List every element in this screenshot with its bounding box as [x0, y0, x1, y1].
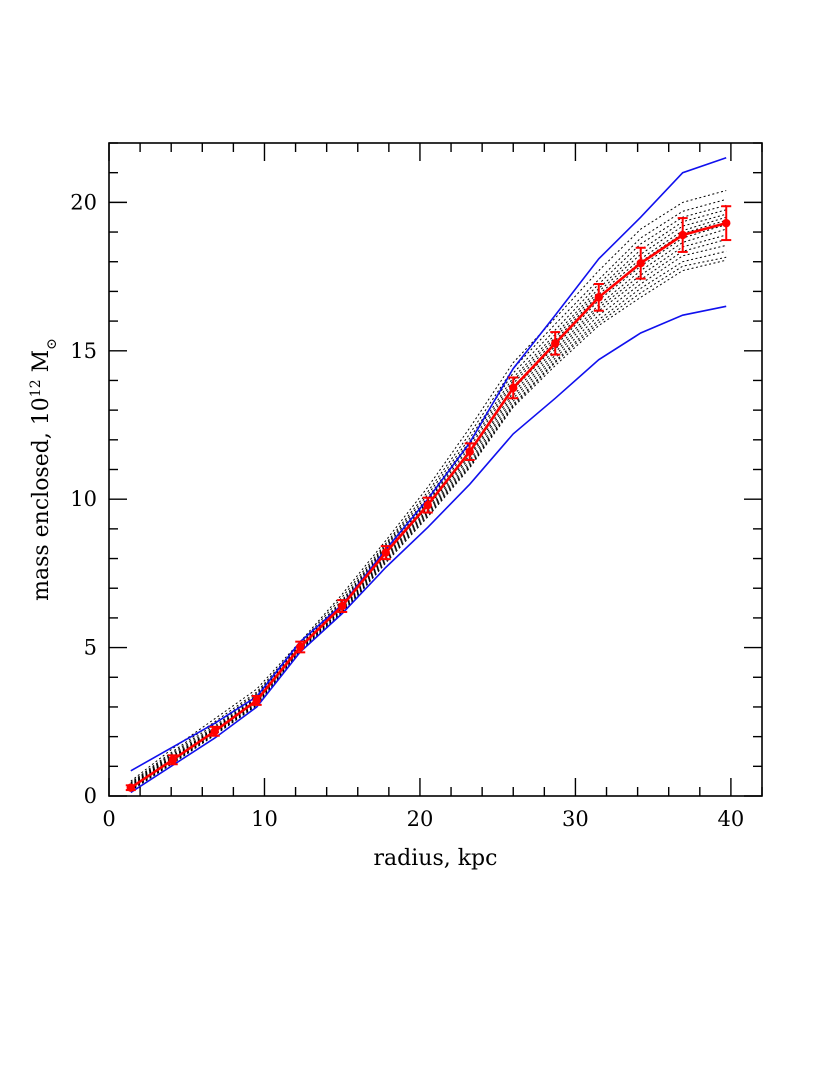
data-point — [722, 218, 731, 228]
data-point — [509, 383, 518, 393]
plot-frame — [108, 142, 763, 797]
data-series — [125, 205, 732, 792]
axis-ticks — [108, 142, 763, 797]
y-tick-label: 5 — [84, 636, 97, 660]
x-tick-label: 20 — [407, 807, 434, 831]
x-tick-label: 0 — [102, 807, 115, 831]
model-curve — [130, 259, 727, 792]
y-axis-label: mass enclosed, 1012 M⊙ — [28, 338, 60, 601]
x-axis-label: radius, kpc — [374, 846, 498, 871]
data-point — [126, 783, 135, 792]
data-point — [551, 339, 560, 348]
y-tick-labels: 0 5 10 15 20 — [70, 190, 97, 808]
model-curve — [130, 204, 727, 784]
y-tick-label: 15 — [70, 339, 97, 363]
data-point — [678, 230, 687, 240]
data-point — [381, 548, 390, 557]
envelope-upper-line — [130, 157, 727, 772]
envelope-curves — [130, 157, 727, 794]
model-curve — [130, 219, 727, 787]
y-tick-label: 10 — [70, 487, 97, 511]
x-tick-label: 30 — [562, 807, 589, 831]
data-point — [423, 500, 432, 510]
y-axis-label-subscript: ⊙ — [44, 338, 60, 350]
y-tick-label: 20 — [70, 190, 97, 214]
data-point — [636, 259, 645, 268]
data-point — [168, 755, 177, 764]
model-curve — [130, 213, 727, 786]
model-curve — [130, 256, 727, 791]
data-point — [338, 601, 347, 611]
x-tick-labels: 0 10 20 30 40 — [102, 807, 744, 831]
model-curve — [130, 239, 727, 789]
y-tick-label: 0 — [84, 784, 97, 808]
y-axis-label-main: mass enclosed, 10 — [29, 397, 54, 601]
data-point — [465, 447, 474, 456]
data-point — [594, 293, 603, 302]
x-tick-label: 40 — [718, 807, 745, 831]
data-point — [296, 642, 305, 652]
data-point — [252, 696, 261, 705]
model-curve — [130, 250, 727, 790]
model-curve — [130, 190, 727, 782]
envelope-lower-line — [130, 305, 727, 794]
model-curve — [130, 244, 727, 790]
model-curve — [130, 198, 727, 784]
y-axis-label-unit: M — [29, 350, 54, 380]
data-point — [210, 727, 219, 736]
model-curves — [130, 190, 727, 792]
y-axis-label-exponent: 12 — [28, 379, 44, 397]
x-tick-label: 10 — [251, 807, 278, 831]
